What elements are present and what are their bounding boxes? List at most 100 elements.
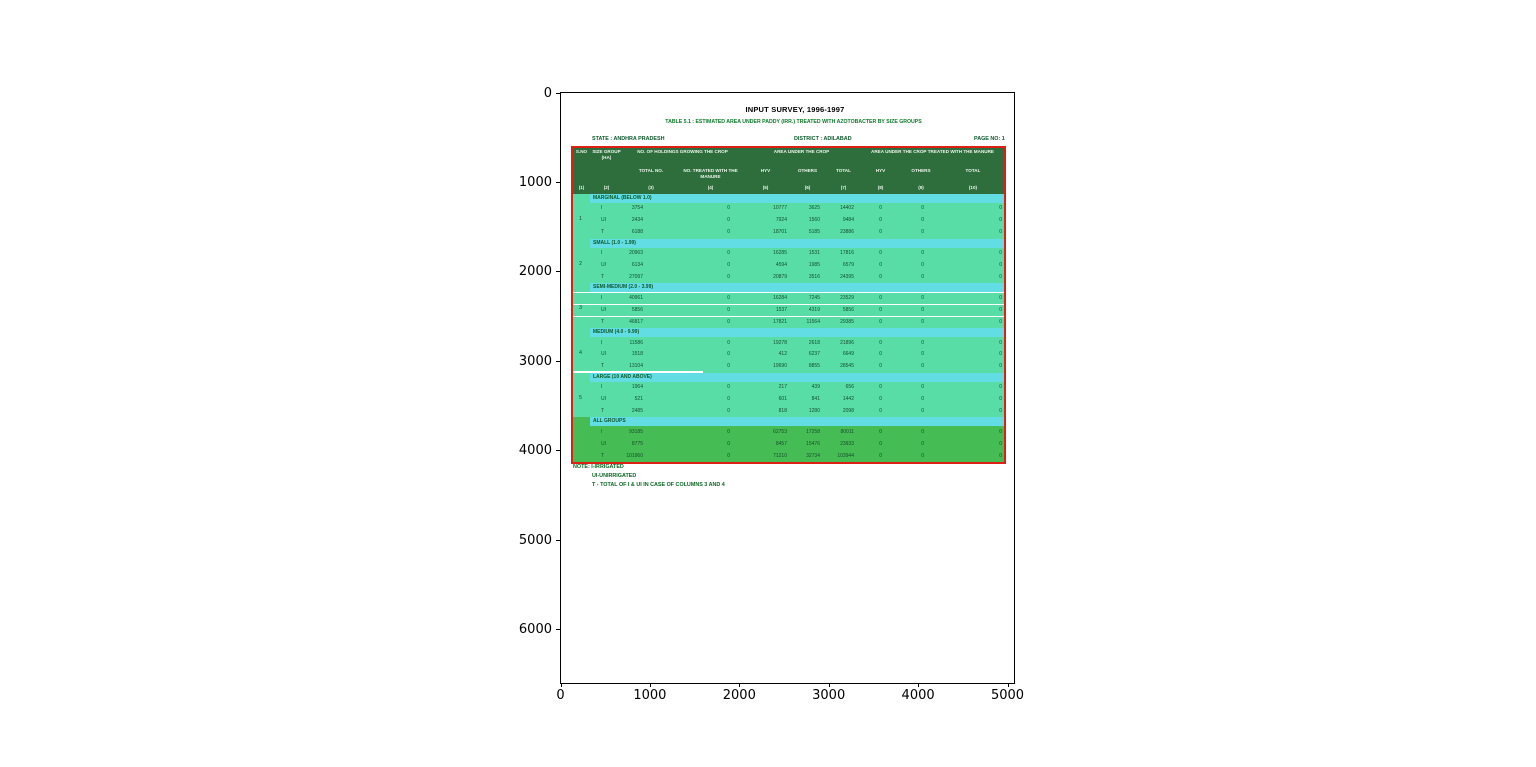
cell: 10777	[773, 205, 787, 212]
serial-number: 1	[579, 216, 582, 222]
cell: 23886	[840, 229, 854, 236]
header-col-number: (2)	[603, 185, 610, 190]
header-treated-total: TOTAL	[965, 168, 981, 173]
cell: 6649	[842, 351, 854, 358]
cell: 0	[921, 250, 924, 257]
cell: 0	[727, 205, 730, 212]
cell: 0	[999, 351, 1002, 358]
cell: 841	[811, 396, 820, 403]
cell: 0	[879, 307, 882, 314]
y-axis-tick	[556, 181, 560, 183]
cell: 0	[879, 351, 882, 358]
cell: 0	[879, 262, 882, 269]
cell: 16285	[773, 250, 787, 257]
scan-white-line	[573, 371, 703, 373]
table-row: I 20963 0 16285 1531 17816 0 0 0	[573, 248, 1004, 260]
size-group-band: SEMI-MEDIUM (2.0 - 3.99)	[590, 283, 1004, 293]
cell: 9484	[842, 217, 854, 224]
cell: 0	[727, 229, 730, 236]
x-axis-tick-label: 1000	[633, 688, 667, 703]
cell: 2098	[842, 407, 854, 414]
table-row: I 93185 0 62753 17258 80011 0 0 0	[573, 426, 1004, 438]
cell: 0	[999, 384, 1002, 391]
x-axis-tick-label: 2000	[722, 688, 756, 703]
cell: 1964	[631, 384, 643, 391]
y-axis-tick-label: 4000	[518, 443, 552, 459]
cell: 62753	[773, 428, 787, 435]
y-axis-tick	[556, 450, 560, 452]
cell: 16284	[773, 295, 787, 302]
cell: 2485	[631, 407, 643, 414]
row-label: UI	[601, 307, 606, 314]
cell: 0	[727, 351, 730, 358]
cell: 3754	[631, 205, 643, 212]
cell: 0	[999, 452, 1002, 459]
table-row: UI 1518 0 412 6237 6649 0 0 0	[573, 349, 1004, 361]
table-row: UI 2434 0 7924 1560 9484 0 0 0	[573, 215, 1004, 227]
table-section: SMALL (1.0 - 1.99) 2 I 20963 0 16285 1531 17816…	[573, 238, 1004, 284]
table-row: T 27097 0 20879 3516 24395 0 0 0	[573, 271, 1004, 283]
cell: 101960	[626, 452, 643, 459]
x-axis-tick-label: 0	[556, 688, 565, 703]
header-total-no: TOTAL NO.	[638, 168, 664, 173]
cell: 6134	[631, 262, 643, 269]
cell: 0	[727, 250, 730, 257]
header-area-treated-group: AREA UNDER THE CROP TREATED WITH THE MAN…	[871, 149, 994, 154]
cell: 6237	[808, 351, 820, 358]
cell: 8457	[775, 440, 787, 447]
table-header: S.NO SIZE GROUP (HA) NO. OF HOLDINGS GRO…	[573, 148, 1004, 194]
table-row: UI 8775 0 8457 15476 23933 0 0 0	[573, 438, 1004, 450]
cell: 20963	[629, 250, 643, 257]
table-section: ALL GROUPS I 93185 0 62753 17258 80011 0 0 0 UI 877…	[573, 417, 1004, 463]
header-col-number: (1)	[578, 185, 585, 190]
cell: 80011	[840, 428, 854, 435]
cell: 1442	[842, 396, 854, 403]
cell: 0	[999, 407, 1002, 414]
cell: 0	[999, 428, 1002, 435]
cell: 0	[999, 396, 1002, 403]
table-row: T 101960 0 71210 32734 103944 0 0 0	[573, 450, 1004, 462]
row-label: UI	[601, 351, 606, 358]
table-row: I 40961 0 16284 7245 23529 0 0 0	[573, 292, 1004, 304]
cell: 0	[879, 295, 882, 302]
cell: 656	[845, 384, 854, 391]
cell: 18701	[773, 229, 787, 236]
cell: 8775	[631, 440, 643, 447]
header-col-number: (3)	[648, 185, 654, 190]
header-col-number: (10)	[968, 185, 978, 190]
header-col-number: (7)	[840, 185, 847, 190]
row-label: T	[601, 407, 605, 414]
y-axis-tick-label: 3000	[518, 353, 552, 369]
cell: 20879	[773, 273, 787, 280]
cell: 0	[921, 351, 924, 358]
district-label: DISTRICT : ADILABAD	[794, 136, 852, 142]
cell: 17816	[840, 250, 854, 257]
cell: 0	[879, 396, 882, 403]
cell: 0	[727, 428, 730, 435]
x-axis-tick	[918, 683, 920, 687]
table-row: T 13104 0 19690 8855 28545 0 0 0	[573, 361, 1004, 373]
y-axis-tick	[556, 539, 560, 541]
cell: 0	[921, 273, 924, 280]
table-row: T 2485 0 818 1280 2098 0 0 0	[573, 406, 1004, 418]
serial-number: 3	[579, 305, 582, 312]
cell: 0	[879, 407, 882, 414]
y-axis-tick	[556, 360, 560, 362]
header-others: OTHERS	[797, 168, 818, 173]
row-label: UI	[601, 217, 606, 224]
cell: 29385	[840, 319, 854, 326]
header-col-number: (6)	[804, 185, 811, 190]
table-row: T 6188 0 18701 5185 23886 0 0 0	[573, 227, 1004, 239]
table-row: I 1964 0 217 439 656 0 0 0	[573, 382, 1004, 394]
cell: 14402	[840, 205, 854, 212]
note-line-total: T - TOTAL OF I & UI IN CASE OF COLUMNS 3…	[592, 482, 725, 488]
cell: 0	[879, 339, 882, 346]
cell: 0	[999, 319, 1002, 326]
cell: 7924	[775, 217, 787, 224]
cell: 6579	[842, 262, 854, 269]
table-section: MARGINAL (BELOW 1.0) 1 I 3754 0 10777 3625 1440…	[573, 194, 1004, 239]
cell: 0	[921, 217, 924, 224]
row-label: T	[601, 273, 605, 280]
header-treated-others: OTHERS	[911, 168, 931, 173]
cell: 1985	[808, 262, 820, 269]
